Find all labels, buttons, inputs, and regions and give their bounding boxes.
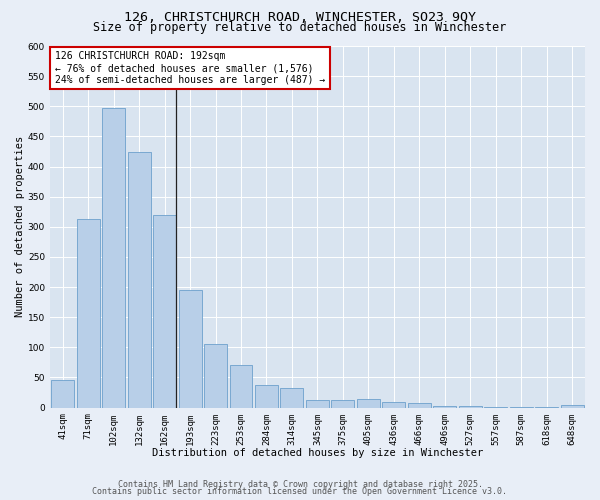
Bar	[357, 398, 380, 407]
Bar	[433, 406, 457, 408]
X-axis label: Distribution of detached houses by size in Winchester: Distribution of detached houses by size …	[152, 448, 483, 458]
Y-axis label: Number of detached properties: Number of detached properties	[15, 136, 25, 318]
Bar	[459, 406, 482, 407]
Bar	[153, 215, 176, 408]
Text: 126 CHRISTCHURCH ROAD: 192sqm
← 76% of detached houses are smaller (1,576)
24% o: 126 CHRISTCHURCH ROAD: 192sqm ← 76% of d…	[55, 52, 325, 84]
Bar	[179, 290, 202, 408]
Text: Contains public sector information licensed under the Open Government Licence v3: Contains public sector information licen…	[92, 487, 508, 496]
Bar	[128, 152, 151, 407]
Bar	[280, 388, 304, 407]
Bar	[535, 407, 558, 408]
Text: Contains HM Land Registry data © Crown copyright and database right 2025.: Contains HM Land Registry data © Crown c…	[118, 480, 482, 489]
Bar	[382, 402, 406, 407]
Bar	[484, 407, 507, 408]
Bar	[77, 219, 100, 408]
Bar	[255, 384, 278, 407]
Bar	[561, 405, 584, 407]
Bar	[204, 344, 227, 408]
Text: Size of property relative to detached houses in Winchester: Size of property relative to detached ho…	[94, 22, 506, 35]
Bar	[102, 108, 125, 408]
Bar	[230, 366, 253, 408]
Bar	[331, 400, 355, 407]
Bar	[408, 404, 431, 407]
Bar	[510, 407, 533, 408]
Bar	[51, 380, 74, 407]
Bar	[306, 400, 329, 407]
Text: 126, CHRISTCHURCH ROAD, WINCHESTER, SO23 9QY: 126, CHRISTCHURCH ROAD, WINCHESTER, SO23…	[124, 11, 476, 24]
